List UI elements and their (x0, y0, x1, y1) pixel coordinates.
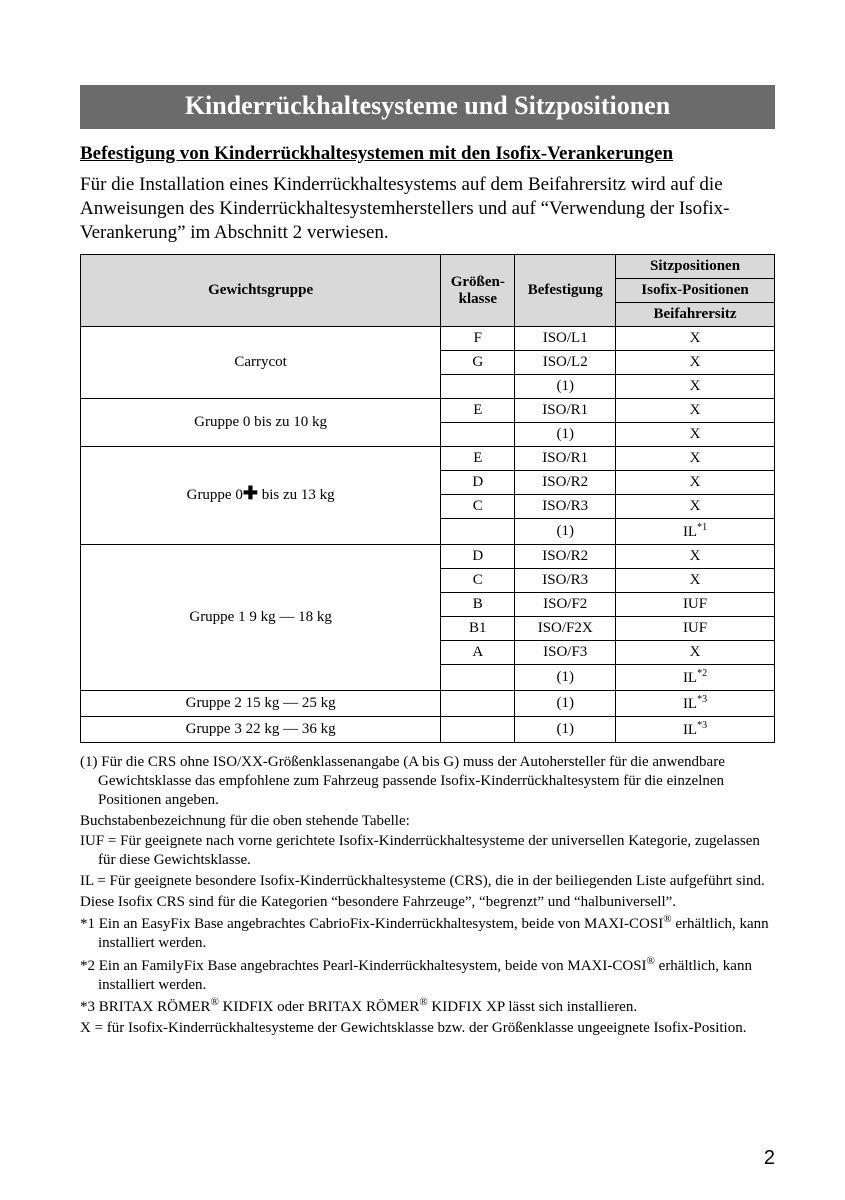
size-class-cell: D (441, 545, 515, 569)
position-cell: IUF (616, 593, 775, 617)
size-class-cell (441, 691, 515, 717)
fixation-cell: (1) (515, 665, 616, 691)
table-row: Gruppe 3 22 kg — 36 kg (1)IL*3 (81, 717, 775, 743)
col-header-size: Größen-klasse (441, 255, 515, 327)
notes-block: (1) Für die CRS ohne ISO/XX-Größenklasse… (80, 753, 775, 1038)
size-class-cell: C (441, 495, 515, 519)
size-class-cell (441, 717, 515, 743)
size-class-cell: F (441, 327, 515, 351)
size-class-cell: E (441, 399, 515, 423)
fixation-cell: ISO/L1 (515, 327, 616, 351)
intro-paragraph: Für die Installation eines Kinderrückhal… (80, 173, 775, 244)
note-il: IL = Für geeignete besondere Isofix-Kind… (80, 872, 775, 891)
fixation-cell: ISO/R2 (515, 471, 616, 495)
page-number: 2 (764, 1147, 775, 1170)
note-x: X = für Isofix-Kinderrückhaltesysteme de… (80, 1019, 775, 1038)
position-cell: X (616, 641, 775, 665)
col-header-pos-top: Sitzpositionen (616, 255, 775, 279)
position-cell: IL*2 (616, 665, 775, 691)
note-star3: *3 BRITAX RÖMER® KIDFIX oder BRITAX RÖME… (80, 996, 775, 1017)
col-header-pos-mid: Isofix-Positionen (616, 279, 775, 303)
size-class-cell: A (441, 641, 515, 665)
col-header-weight: Gewichtsgruppe (81, 255, 441, 327)
size-class-cell: G (441, 351, 515, 375)
section-subheading: Befestigung von Kinderrückhaltesystemen … (80, 143, 775, 165)
table-header: Gewichtsgruppe Größen-klasse Befestigung… (81, 255, 775, 327)
position-cell: X (616, 495, 775, 519)
position-cell: X (616, 545, 775, 569)
weight-group-cell: Gruppe 0✚ bis zu 13 kg (81, 447, 441, 545)
position-cell: IL*1 (616, 519, 775, 545)
isofix-table: Gewichtsgruppe Größen-klasse Befestigung… (80, 254, 775, 743)
fixation-cell: (1) (515, 375, 616, 399)
position-cell: X (616, 375, 775, 399)
position-cell: IUF (616, 617, 775, 641)
table-row: Gruppe 0 bis zu 10 kgEISO/R1X (81, 399, 775, 423)
note-star2: *2 Ein an FamilyFix Base angebrachtes Pe… (80, 955, 775, 995)
size-class-cell: E (441, 447, 515, 471)
table-row: Gruppe 0✚ bis zu 13 kgEISO/R1X (81, 447, 775, 471)
fixation-cell: ISO/R1 (515, 399, 616, 423)
position-cell: X (616, 351, 775, 375)
note-star1: *1 Ein an EasyFix Base angebrachtes Cabr… (80, 913, 775, 953)
fixation-cell: ISO/L2 (515, 351, 616, 375)
size-class-cell: C (441, 569, 515, 593)
document-page: Kinderrückhaltesysteme und Sitzpositione… (0, 0, 845, 1200)
size-class-cell: B (441, 593, 515, 617)
table-row: CarrycotFISO/L1X (81, 327, 775, 351)
position-cell: X (616, 569, 775, 593)
size-class-cell: D (441, 471, 515, 495)
weight-group-cell: Gruppe 2 15 kg — 25 kg (81, 691, 441, 717)
col-header-fix: Befestigung (515, 255, 616, 327)
note-2: Buchstabenbezeichnung für die oben stehe… (80, 812, 775, 831)
size-class-cell (441, 665, 515, 691)
fixation-cell: ISO/F2X (515, 617, 616, 641)
position-cell: X (616, 471, 775, 495)
weight-group-cell: Carrycot (81, 327, 441, 399)
position-cell: IL*3 (616, 717, 775, 743)
weight-group-cell: Gruppe 1 9 kg — 18 kg (81, 545, 441, 691)
table-row: Gruppe 2 15 kg — 25 kg (1)IL*3 (81, 691, 775, 717)
table-body: CarrycotFISO/L1XGISO/L2X(1)XGruppe 0 bis… (81, 327, 775, 743)
weight-group-cell: Gruppe 3 22 kg — 36 kg (81, 717, 441, 743)
fixation-cell: ISO/F3 (515, 641, 616, 665)
note-1: (1) Für die CRS ohne ISO/XX-Größenklasse… (80, 753, 775, 809)
fixation-cell: (1) (515, 691, 616, 717)
fixation-cell: ISO/R1 (515, 447, 616, 471)
page-title: Kinderrückhaltesysteme und Sitzpositione… (80, 85, 775, 129)
weight-group-cell: Gruppe 0 bis zu 10 kg (81, 399, 441, 447)
size-class-cell (441, 519, 515, 545)
fixation-cell: ISO/R2 (515, 545, 616, 569)
fixation-cell: (1) (515, 717, 616, 743)
fixation-cell: (1) (515, 423, 616, 447)
position-cell: IL*3 (616, 691, 775, 717)
note-cats: Diese Isofix CRS sind für die Kategorien… (80, 893, 775, 912)
position-cell: X (616, 423, 775, 447)
fixation-cell: ISO/R3 (515, 569, 616, 593)
col-header-pos-bot: Beifahrersitz (616, 303, 775, 327)
position-cell: X (616, 447, 775, 471)
fixation-cell: (1) (515, 519, 616, 545)
note-iuf: IUF = Für geeignete nach vorne gerichtet… (80, 832, 775, 870)
size-class-cell (441, 375, 515, 399)
table-row: Gruppe 1 9 kg — 18 kgDISO/R2X (81, 545, 775, 569)
size-class-cell: B1 (441, 617, 515, 641)
position-cell: X (616, 327, 775, 351)
fixation-cell: ISO/F2 (515, 593, 616, 617)
size-class-cell (441, 423, 515, 447)
fixation-cell: ISO/R3 (515, 495, 616, 519)
position-cell: X (616, 399, 775, 423)
